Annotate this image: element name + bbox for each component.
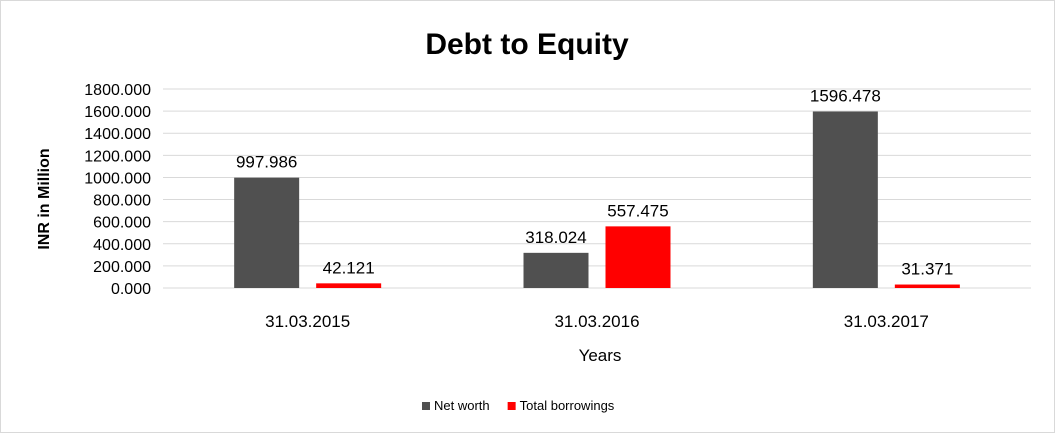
y-axis-title: INR in Million (36, 148, 53, 249)
legend-swatch (507, 402, 516, 410)
chart-title: Debt to Equity (425, 28, 629, 61)
data-label: 318.024 (525, 228, 586, 247)
bar-total-borrowings (605, 226, 671, 288)
bars (234, 111, 960, 288)
legend-swatch (422, 402, 430, 410)
bar-net-worth (234, 177, 300, 288)
y-tick-label: 1800.000 (84, 82, 151, 99)
x-axis-title: Years (579, 346, 622, 365)
data-label: 1596.478 (810, 87, 881, 106)
data-labels: 997.986 42.121 318.024 557.475 1596.478 31.37… (236, 87, 953, 279)
bar-total-borrowings (316, 283, 382, 288)
y-tick-label: 1200.000 (84, 148, 151, 165)
y-tick-label: 1400.000 (84, 126, 151, 143)
x-category-label: 31.03.2016 (554, 312, 639, 331)
gridlines (163, 88, 1031, 289)
y-tick-label: 1600.000 (84, 104, 151, 121)
data-label: 557.475 (607, 201, 668, 220)
y-tick-label: 1000.000 (84, 170, 151, 187)
bar-total-borrowings (894, 284, 960, 288)
x-axis-categories: 31.03.2015 31.03.2016 31.03.2017 (265, 312, 929, 331)
x-category-label: 31.03.2017 (844, 312, 929, 331)
y-tick-label: 200.000 (93, 259, 151, 276)
data-label: 31.371 (901, 260, 953, 279)
y-tick-label: 400.000 (93, 237, 151, 254)
y-axis-ticks: 0.000 200.000 400.000 600.000 800.000 1000.00… (84, 82, 151, 298)
y-tick-label: 600.000 (93, 215, 151, 232)
data-label: 42.121 (323, 258, 375, 277)
bar-net-worth (523, 252, 589, 288)
y-tick-label: 0.000 (111, 281, 151, 298)
legend: Net worth Total borrowings (422, 398, 615, 413)
x-category-label: 31.03.2015 (265, 312, 350, 331)
bar-net-worth (812, 111, 878, 288)
y-tick-label: 800.000 (93, 193, 151, 210)
legend-label: Total borrowings (520, 398, 615, 413)
legend-label: Net worth (434, 398, 490, 413)
data-label: 997.986 (236, 153, 297, 172)
